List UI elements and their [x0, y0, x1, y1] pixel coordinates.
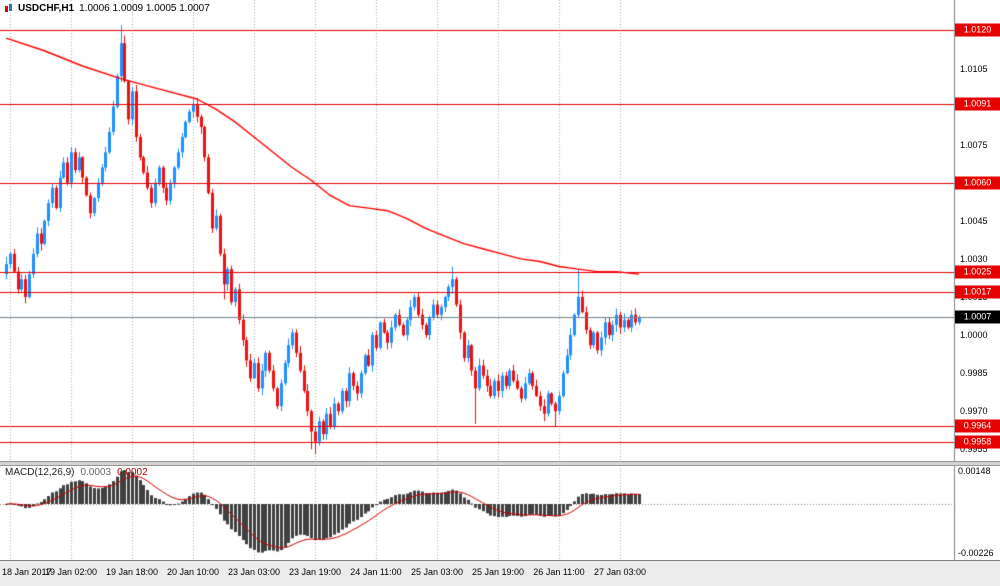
time-axis-label: 27 Jan 03:00	[593, 567, 647, 577]
chart-title: USDCHF,H1 1.0006 1.0009 1.0005 1.0007	[4, 3, 210, 14]
macd-scale-top-label: 0.00148	[958, 466, 991, 476]
price-level-badge: 1.0060	[955, 176, 1000, 190]
y-axis-label: 1.0075	[960, 139, 988, 150]
macd-name: MACD(12,26,9)	[5, 467, 75, 478]
panel-splitter[interactable]	[0, 461, 1000, 466]
y-axis-label: 1.0030	[960, 253, 988, 264]
y-axis-label: 1.0045	[960, 215, 988, 226]
ohlc-values: 1.0006 1.0009 1.0005 1.0007	[79, 3, 210, 14]
time-axis-label: 26 Jan 11:00	[533, 567, 585, 577]
macd-main-value: 0.0003	[80, 467, 112, 478]
time-axis-label: 18 Jan 2017	[2, 567, 52, 577]
y-axis-label: 0.9955	[960, 444, 988, 455]
price-level-badge: 1.0017	[955, 285, 1000, 299]
time-axis[interactable]: 18 Jan 2017 19 Jan 02:00 19 Jan 18:00 20 Ja…	[0, 560, 1000, 586]
price-axis[interactable]: 0.00148 -0.00226 1.01051.00901.00751.006…	[955, 0, 1000, 560]
time-axis-label: 25 Jan 19:00	[471, 567, 525, 577]
time-axis-label: 19 Jan 02:00	[44, 567, 98, 577]
y-axis-label: 0.9970	[960, 406, 988, 417]
price-level-badge: 0.9964	[955, 419, 1000, 433]
macd-signal-value: 0.0002	[117, 467, 148, 478]
y-axis-label: 1.0000	[960, 330, 988, 341]
candlestick-chart-icon	[4, 4, 13, 13]
price-level-badge: 0.9958	[955, 435, 1000, 449]
symbol-period-label: USDCHF,H1	[18, 3, 75, 14]
price-level-badge: 1.0120	[955, 23, 1000, 37]
time-axis-label: 19 Jan 18:00	[105, 567, 159, 577]
time-axis-label: 24 Jan 11:00	[350, 567, 402, 577]
time-axis-label: 23 Jan 03:00	[227, 567, 281, 577]
price-level-badge: 1.0091	[955, 97, 1000, 111]
time-axis-label: 25 Jan 03:00	[410, 567, 464, 577]
time-axis-label: 20 Jan 10:00	[166, 567, 220, 577]
macd-scale-bottom-label: -0.00226	[958, 548, 994, 558]
y-axis-label: 1.0105	[960, 63, 988, 74]
time-axis-label: 23 Jan 19:00	[288, 567, 342, 577]
price-level-badge: 1.0025	[955, 265, 1000, 279]
y-axis-label: 0.9985	[960, 368, 988, 379]
current-price-badge: 1.0007	[955, 310, 1000, 324]
macd-indicator-label: MACD(12,26,9) 0.0003 0.0002	[5, 467, 148, 478]
